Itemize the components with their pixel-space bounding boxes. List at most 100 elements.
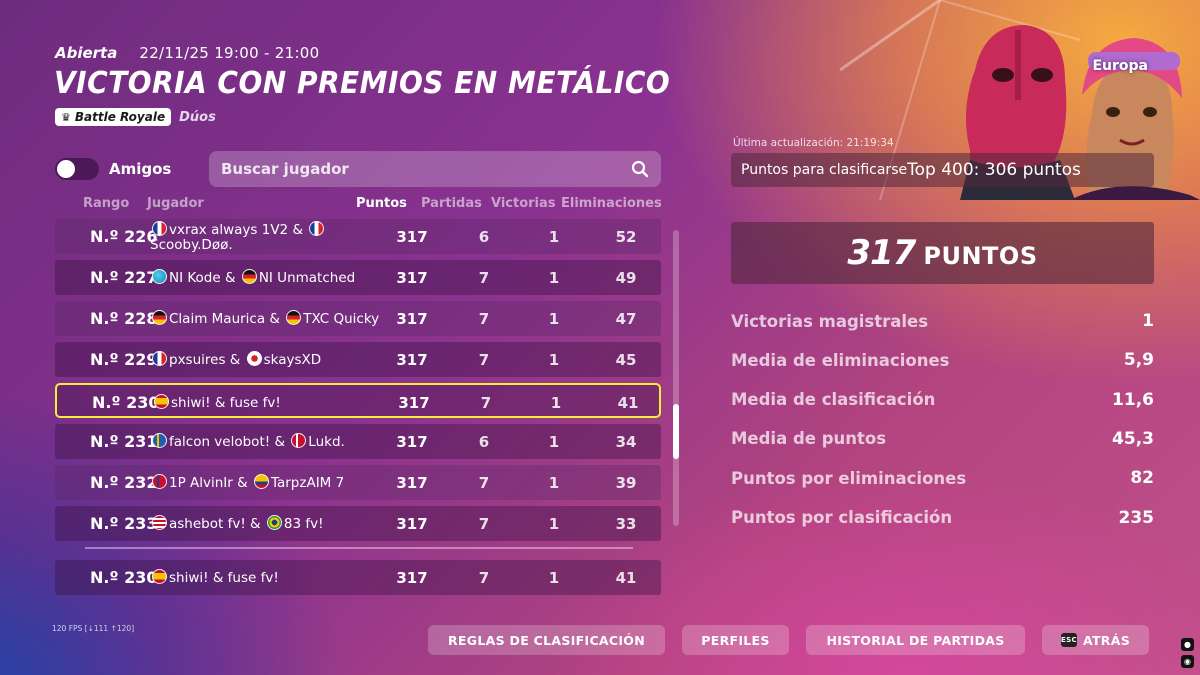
row-rank: N.º 227: [90, 268, 158, 287]
row-points: 317: [396, 569, 428, 587]
table-row[interactable]: N.º 227 NI Kode & NI Unmatched 317 7 1 49: [55, 260, 661, 295]
esc-key-icon: ESC: [1060, 633, 1077, 647]
row-matches: 7: [478, 569, 490, 587]
stat-row: Media de clasificación 11,6: [731, 388, 1154, 412]
qualify-value: Top 400: 306 puntos: [907, 160, 1081, 180]
row-eliminations: 33: [615, 515, 637, 533]
players-separator: &: [270, 434, 290, 450]
table-row[interactable]: N.º 232 1P AlvinIr & TarpzAIM 7 317 7 1 39: [55, 465, 661, 500]
row-matches: 7: [478, 269, 490, 287]
row-rank: N.º 232: [90, 473, 158, 492]
row-players: shiwi! & fuse fv!: [152, 385, 382, 420]
flag-icon: [152, 569, 167, 584]
player-1-name: shiwi!: [171, 395, 211, 411]
player-2-name: Scooby.Døø.: [150, 236, 233, 253]
row-rank: N.º 228: [90, 309, 158, 328]
profiles-button[interactable]: PERFILES: [682, 625, 789, 655]
row-matches: 7: [478, 474, 490, 492]
row-eliminations: 39: [615, 474, 637, 492]
row-players: Claim Maurica & TXC Quicky: [150, 301, 380, 336]
back-button-label: ATRÁS: [1082, 632, 1131, 648]
search-icon[interactable]: [631, 160, 649, 178]
col-player[interactable]: Jugador: [147, 196, 204, 211]
flag-icon: [152, 433, 167, 448]
rules-button-label: REGLAS DE CLASIFICACIÓN: [448, 632, 645, 648]
region-label: Europa: [1092, 58, 1148, 74]
row-matches: 6: [478, 433, 490, 451]
settings-icon[interactable]: ◉: [1181, 655, 1194, 668]
stat-row: Puntos por clasificación 235: [731, 506, 1154, 530]
rules-button[interactable]: REGLAS DE CLASIFICACIÓN: [428, 625, 665, 655]
flag-icon: [241, 269, 257, 284]
crown-icon: ♛: [61, 110, 71, 124]
flag-icon: [152, 515, 167, 530]
col-points[interactable]: Puntos: [356, 196, 407, 211]
table-row[interactable]: N.º 229 pxsuires & skaysXD 317 7 1 45: [55, 342, 661, 377]
row-eliminations: 47: [615, 310, 637, 328]
table-row[interactable]: N.º 226 vxrax always 1V2 & Scooby.Døø. 317…: [55, 219, 661, 254]
stat-label: Media de puntos: [731, 429, 887, 449]
flag-icon: [246, 351, 262, 366]
table-row[interactable]: N.º 230 shiwi! & fuse fv! 317 7 1 41: [55, 383, 661, 418]
row-eliminations: 45: [615, 351, 637, 369]
table-row[interactable]: N.º 233 ashebot fv! & 83 fv! 317 7 1 33: [55, 506, 661, 541]
flag-icon: [152, 474, 167, 489]
player-2-name: skaysXD: [263, 352, 322, 368]
flag-icon: [309, 220, 325, 236]
player-1-name: shiwi!: [169, 570, 209, 586]
event-meta: Abierta 22/11/25 19:00 - 21:00: [55, 44, 320, 62]
leaderboard-scrollbar[interactable]: [673, 230, 679, 526]
total-points-box: 317 PUNTOS: [731, 222, 1154, 284]
row-points: 317: [398, 394, 430, 412]
friends-toggle[interactable]: [55, 158, 99, 180]
page-title: VICTORIA CON PREMIOS EN METÁLICO: [54, 64, 671, 101]
friends-label: Amigos: [109, 160, 172, 178]
row-points: 317: [396, 433, 428, 451]
col-eliminations[interactable]: Eliminaciones: [561, 196, 662, 211]
player-2-name: Lukd.: [308, 434, 345, 450]
mode-badge: ♛ Battle Royale: [55, 108, 172, 126]
player-2-name: 83 fv!: [283, 516, 324, 532]
stat-label: Media de eliminaciones: [731, 350, 950, 370]
stat-label: Victorias magistrales: [731, 311, 929, 331]
microphone-icon[interactable]: ●: [1181, 638, 1194, 651]
search-input[interactable]: [221, 160, 631, 178]
col-rank[interactable]: Rango: [83, 196, 130, 211]
flag-icon: [253, 474, 269, 489]
scrollbar-thumb[interactable]: [673, 403, 679, 459]
row-players: NI Kode & NI Unmatched: [150, 260, 380, 295]
col-matches[interactable]: Partidas: [421, 196, 482, 211]
match-history-button[interactable]: HISTORIAL DE PARTIDAS: [806, 625, 1025, 655]
row-players: pxsuires & skaysXD: [150, 342, 380, 377]
player-1-name: falcon velobot!: [169, 434, 271, 450]
row-players: vxrax always 1V2 & Scooby.Døø.: [150, 219, 380, 254]
flag-icon: [152, 310, 167, 325]
row-eliminations: 52: [615, 228, 637, 246]
table-row[interactable]: N.º 230 shiwi! & fuse fv! 317 7 1 41: [55, 560, 661, 595]
flag-icon: [152, 351, 167, 366]
table-row[interactable]: N.º 231 falcon velobot! & Lukd. 317 6 1 34: [55, 424, 661, 459]
player-1-name: ashebot fv!: [169, 516, 246, 532]
row-eliminations: 41: [615, 569, 637, 587]
row-players: 1P AlvinIr & TarpzAIM 7: [150, 465, 380, 500]
stat-value: 5,9: [1123, 350, 1154, 371]
flag-icon: [286, 310, 302, 325]
mode-badge-label: Battle Royale: [74, 110, 166, 124]
row-matches: 7: [478, 515, 490, 533]
col-wins[interactable]: Victorias: [491, 196, 556, 211]
players-separator: &: [288, 221, 308, 238]
players-separator: &: [225, 352, 245, 368]
row-players: ashebot fv! & 83 fv!: [150, 506, 380, 541]
row-wins: 1: [548, 474, 560, 492]
row-points: 317: [396, 351, 428, 369]
match-history-button-label: HISTORIAL DE PARTIDAS: [826, 632, 1005, 648]
row-points: 317: [396, 474, 428, 492]
row-matches: 7: [478, 310, 490, 328]
table-row[interactable]: N.º 228 Claim Maurica & TXC Quicky 317 7 1 47: [55, 301, 661, 336]
players-separator: &: [208, 570, 228, 586]
back-button[interactable]: ESC ATRÁS: [1042, 625, 1149, 655]
row-players: shiwi! & fuse fv!: [150, 560, 380, 595]
row-wins: 1: [548, 269, 560, 287]
row-rank: N.º 226: [90, 227, 158, 246]
total-points-value: 317: [847, 233, 916, 273]
